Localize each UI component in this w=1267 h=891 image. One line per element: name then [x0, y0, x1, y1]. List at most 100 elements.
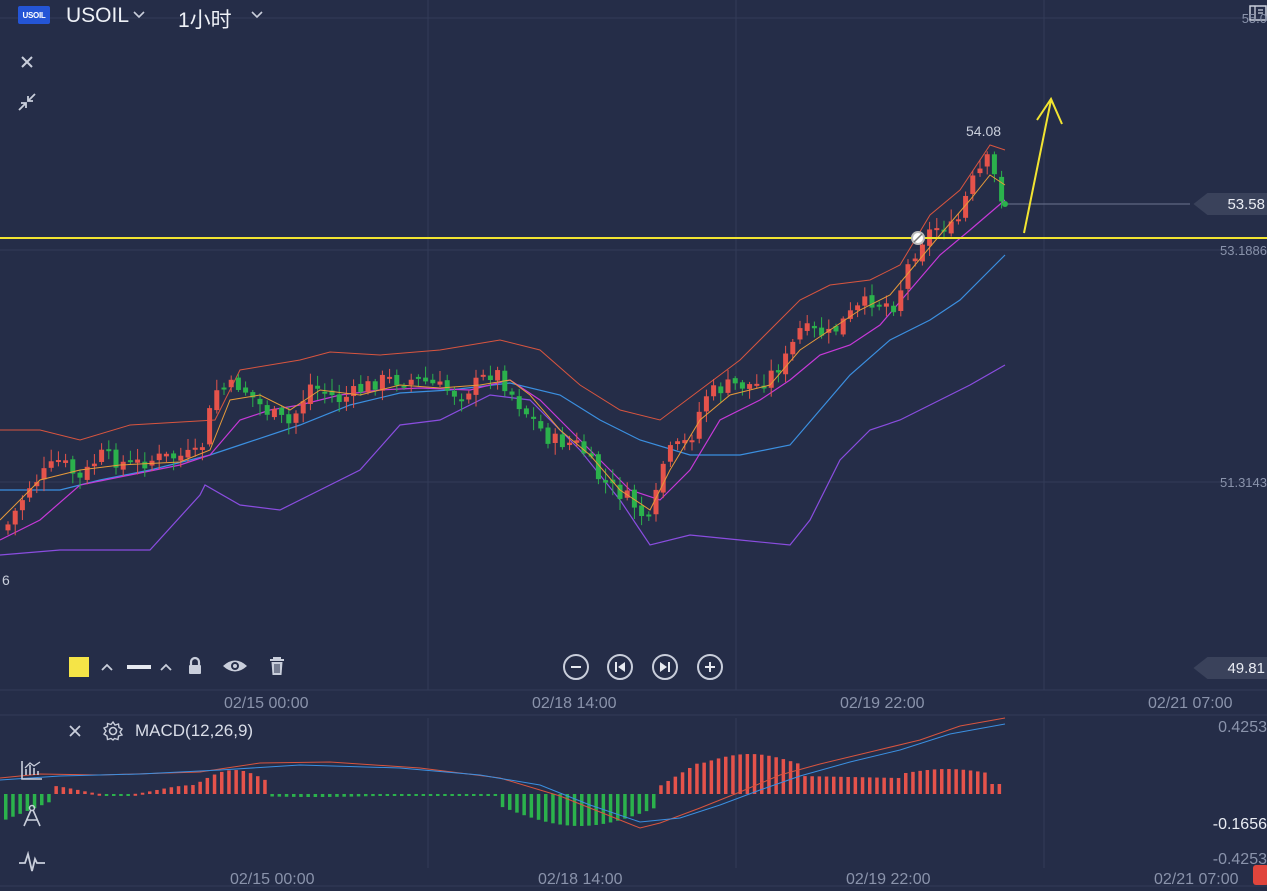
timeframe-selector[interactable]: 1小时 — [178, 9, 232, 32]
candle-body — [955, 219, 961, 222]
candle-body — [257, 398, 263, 405]
close-icon[interactable] — [68, 724, 82, 738]
macd-histogram-bar — [918, 770, 922, 794]
candle-body — [595, 454, 601, 480]
line-width-selector[interactable] — [127, 665, 151, 669]
macd-histogram-bar — [356, 794, 361, 797]
candle-body — [617, 484, 623, 499]
trash-icon[interactable] — [267, 656, 287, 676]
macd-histogram-bar — [97, 793, 102, 796]
macd-histogram-bar — [817, 776, 822, 794]
candle-body — [351, 386, 357, 397]
macd-histogram-bar — [292, 794, 296, 797]
candle-body — [876, 304, 882, 307]
candle-body — [336, 394, 342, 403]
macd-histogram-bar — [666, 780, 670, 794]
macd-histogram-bar — [119, 794, 123, 796]
macd-histogram-bar — [493, 794, 498, 796]
macd-histogram-bar — [162, 788, 166, 794]
candle-body — [466, 393, 472, 400]
macd-histogram-bar — [277, 794, 282, 797]
macd-histogram-bar — [796, 763, 800, 794]
candle-body — [286, 414, 292, 424]
candle-body — [840, 318, 846, 335]
candle-body — [307, 384, 313, 404]
macd-histogram-bar — [241, 770, 246, 794]
candle-body — [171, 453, 177, 459]
macd-histogram-bar — [544, 794, 548, 822]
macd-histogram-bar — [112, 794, 116, 796]
macd-histogram-bar — [551, 794, 555, 824]
candle-body — [279, 407, 285, 415]
app-badge-icon[interactable] — [1253, 865, 1267, 885]
macd-histogram-bar — [680, 772, 685, 794]
macd-histogram-bar — [385, 794, 390, 796]
lock-icon[interactable] — [186, 656, 204, 676]
trend-arrow — [1023, 99, 1052, 234]
zoom-out-button[interactable] — [563, 654, 589, 680]
macd-histogram-bar — [731, 755, 735, 794]
candle-body — [451, 390, 457, 397]
ma-orange — [0, 174, 1006, 521]
candle-body — [365, 381, 371, 393]
macd-histogram-bar — [457, 794, 462, 796]
macd-histogram-bar — [220, 771, 224, 794]
zoom-in-button[interactable] — [697, 654, 723, 680]
candle-body — [459, 399, 465, 402]
collapse-icon[interactable] — [17, 92, 37, 112]
macd-time-axis-label: 02/18 14:00 — [538, 871, 623, 888]
macd-histogram-bar — [954, 769, 958, 794]
macd-histogram-bar — [846, 776, 850, 794]
macd-histogram-bar — [335, 794, 339, 797]
ma-magenta — [0, 199, 1006, 541]
close-icon[interactable] — [17, 52, 37, 72]
price-axis-label: 51.3143 — [1220, 475, 1267, 490]
candle-body — [372, 381, 378, 390]
candle-body — [725, 379, 731, 393]
chevron-down-icon[interactable] — [250, 8, 264, 22]
candle-body — [574, 440, 580, 443]
gear-icon[interactable] — [102, 720, 124, 742]
macd-histogram-bar — [673, 776, 678, 794]
candle-body — [106, 449, 112, 452]
candle-body — [480, 374, 486, 377]
indicator-chart-icon[interactable] — [20, 759, 44, 781]
candle-body — [207, 408, 213, 445]
chevron-up-icon[interactable] — [100, 660, 114, 674]
chevron-up-icon[interactable] — [159, 660, 173, 674]
candle-body — [538, 421, 544, 429]
macd-histogram-bar — [695, 763, 699, 794]
macd-histogram-bar — [464, 794, 469, 796]
chevron-down-icon[interactable] — [132, 8, 146, 22]
candle-body — [660, 463, 666, 493]
macd-histogram-bar — [205, 777, 210, 794]
candle-body — [135, 459, 141, 463]
eye-icon[interactable] — [222, 657, 248, 675]
candle-body — [603, 480, 609, 483]
macd-histogram-bar — [184, 785, 188, 794]
symbol-name[interactable]: USOIL — [66, 4, 130, 27]
candle-body — [243, 387, 249, 393]
color-swatch[interactable] — [69, 657, 89, 677]
macd-indicator-label[interactable]: MACD(12,26,9) — [135, 721, 254, 740]
layout-toggle-icon[interactable] — [1249, 4, 1267, 22]
macd-histogram-bar — [378, 794, 382, 796]
candle-body — [199, 447, 205, 450]
drawing-compass-icon[interactable] — [20, 804, 44, 830]
candle-body — [783, 353, 789, 375]
candle-body — [891, 305, 897, 313]
macd-histogram-bar — [990, 784, 994, 794]
macd-histogram-bar — [104, 794, 109, 796]
scroll-end-button[interactable] — [652, 654, 678, 680]
waveform-icon[interactable] — [18, 851, 46, 873]
candle-body — [523, 408, 529, 415]
macd-histogram-bar — [824, 776, 829, 794]
scroll-start-button[interactable] — [607, 654, 633, 680]
macd-histogram-bar — [18, 794, 22, 814]
candle-body — [178, 455, 184, 461]
macd-histogram-bar — [738, 754, 742, 794]
candle-body — [142, 461, 148, 469]
candle-body — [819, 327, 825, 336]
